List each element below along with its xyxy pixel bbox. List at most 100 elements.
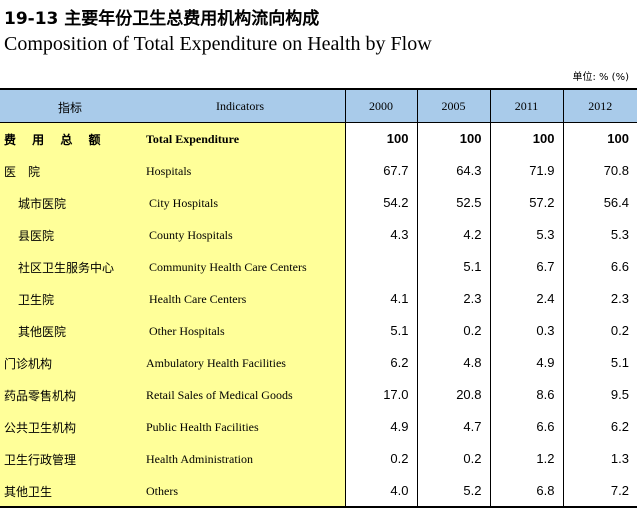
value-cell: 4.9 [390,419,409,434]
value-cell [345,251,417,283]
value-cell: 4.8 [416,346,490,379]
table-row: 城市医院 City Hospitals 54.2 52.5 57.2 56.4 [0,186,637,219]
value-cell: 0.2 [416,442,490,475]
value-cell: 6.8 [489,474,563,507]
indicator-label-zh: 医 院 [4,164,41,179]
value-cell: 4.3 [390,227,409,242]
value-cell: 6.7 [489,250,563,283]
table-row: 费 用 总 额 Total Expenditure 100 100 100 100 [0,122,637,155]
indicator-label-en: Other Hospitals [149,323,225,338]
indicator-label-en: Community Health Care Centers [149,259,307,274]
value-cell: 4.9 [489,346,563,379]
value-cell: 17.0 [383,387,409,402]
indicator-cell: 卫生行政管理 Health Administration [0,442,346,475]
value-cell: 100 [416,122,490,155]
indicator-cell: 门诊机构 Ambulatory Health Facilities [0,346,346,379]
value-cell: 67.7 [383,163,409,178]
value-cell: 6.2 [390,355,409,370]
table-row: 县医院 County Hospitals 4.3 4.2 5.3 5.3 [0,218,637,251]
indicator-label-en: City Hospitals [149,195,219,210]
indicator-cell: 其他医院 Other Hospitals [0,314,346,347]
top-rule [0,88,637,90]
header-indicator-zh: 指标 [58,101,83,115]
indicator-cell: 药品零售机构 Retail Sales of Medical Goods [0,378,346,411]
value-cell: 9.5 [562,378,637,411]
indicator-label-zh: 公共卫生机构 [4,420,77,435]
indicator-cell: 费 用 总 额 Total Expenditure [0,122,346,155]
value-cell: 4.2 [416,218,490,251]
table-row: 其他卫生 Others 4.0 5.2 6.8 7.2 [0,474,637,507]
value-cell: 100 [489,122,563,155]
indicator-label-zh: 卫生行政管理 [4,452,77,467]
header-year-2005: 2005 [416,90,490,123]
table-row: 公共卫生机构 Public Health Facilities 4.9 4.7 6.6 6… [0,410,637,443]
value-cell: 5.1 [390,323,409,338]
indicator-label-en: Ambulatory Health Facilities [146,355,286,370]
value-cell: 8.6 [489,378,563,411]
indicator-label-zh: 门诊机构 [4,356,53,371]
value-cell: 5.2 [416,474,490,507]
value-cell: 6.6 [562,250,637,283]
value-cell: 0.2 [416,314,490,347]
indicator-cell: 城市医院 City Hospitals [0,186,346,219]
header-indicators: 指标 Indicators [0,90,345,123]
value-cell: 5.3 [489,218,563,251]
table-row: 门诊机构 Ambulatory Health Facilities 6.2 4.8 4.… [0,346,637,379]
indicator-label-zh: 社区卫生服务中心 [18,260,115,275]
value-cell: 70.8 [562,154,637,187]
indicator-cell: 其他卫生 Others [0,474,346,507]
table-row: 社区卫生服务中心 Community Health Care Centers 5.1… [0,250,637,283]
indicator-label-zh: 其他卫生 [4,484,53,499]
value-cell: 0.3 [489,314,563,347]
indicator-label-en: Others [146,483,178,498]
bottom-rule [0,506,637,508]
value-cell: 1.3 [562,442,637,475]
expenditure-table: 指标 Indicators 2000 2005 2011 2012 费 用 总 … [0,90,637,507]
header-year-2012: 2012 [562,90,637,123]
indicator-label-zh: 卫生院 [18,292,55,307]
value-cell: 57.2 [489,186,563,219]
value-cell: 100 [386,131,409,147]
table-row: 卫生院 Health Care Centers 4.1 2.3 2.4 2.3 [0,282,637,315]
value-cell: 0.2 [390,451,409,466]
value-cell: 71.9 [489,154,563,187]
indicator-cell: 公共卫生机构 Public Health Facilities [0,410,346,443]
indicator-label-zh: 县医院 [18,228,55,243]
value-cell: 6.6 [489,410,563,443]
indicator-label-zh: 其他医院 [18,324,67,339]
value-cell: 5.3 [562,218,637,251]
value-cell: 5.1 [562,346,637,379]
header-indicator-en: Indicators [216,99,264,113]
indicator-label-zh: 药品零售机构 [4,388,77,403]
table-row: 其他医院 Other Hospitals 5.1 0.2 0.3 0.2 [0,314,637,347]
value-cell: 2.3 [562,282,637,315]
header-year-2000: 2000 [344,90,417,123]
value-cell: 1.2 [489,442,563,475]
indicator-cell: 医 院 Hospitals [0,154,346,187]
table-title-english: Composition of Total Expenditure on Heal… [4,33,432,55]
indicator-cell: 县医院 County Hospitals [0,218,346,251]
indicator-label-en: Health Care Centers [149,291,247,306]
table-row: 药品零售机构 Retail Sales of Medical Goods 17.0 2… [0,378,637,411]
indicator-label-zh: 城市医院 [18,196,67,211]
value-cell: 52.5 [416,186,490,219]
value-cell: 7.2 [562,474,637,507]
indicator-cell: 卫生院 Health Care Centers [0,282,346,315]
value-cell: 4.0 [390,483,409,498]
value-cell: 2.3 [416,282,490,315]
unit-label: 单位: % (%) [572,72,629,83]
value-cell: 4.7 [416,410,490,443]
table-title-chinese: 19-13 主要年份卫生总费用机构流向构成 [4,9,320,29]
value-cell: 20.8 [416,378,490,411]
value-cell: 56.4 [562,186,637,219]
indicator-label-en: Public Health Facilities [146,419,259,434]
indicator-label-en: County Hospitals [149,227,233,242]
indicator-label-en: Hospitals [146,163,192,178]
value-cell: 5.1 [416,250,490,283]
value-cell: 64.3 [416,154,490,187]
value-cell: 6.2 [562,410,637,443]
table-row: 卫生行政管理 Health Administration 0.2 0.2 1.2 1.3 [0,442,637,475]
value-cell: 54.2 [383,195,409,210]
value-cell: 2.4 [489,282,563,315]
value-cell: 100 [562,122,637,155]
